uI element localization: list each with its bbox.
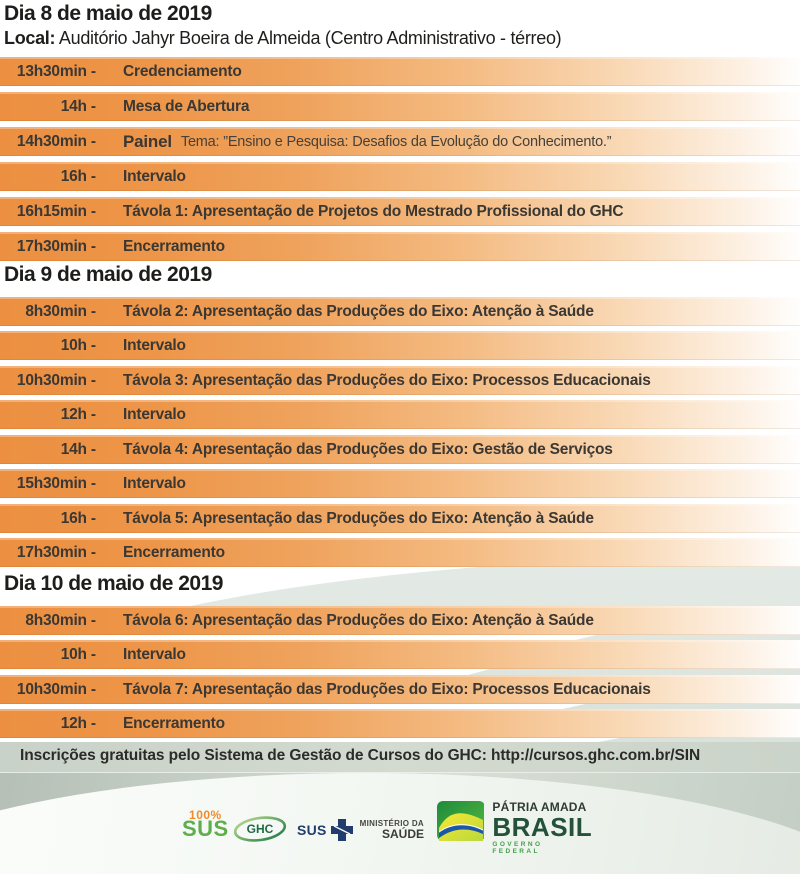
brasil-flag-icon xyxy=(437,801,485,841)
schedule-row: 12h - Encerramento xyxy=(0,709,800,738)
logo-100-sus: 100% SUS xyxy=(182,809,229,840)
row-time: 12h - xyxy=(60,405,100,423)
local-label: Local: xyxy=(4,28,56,48)
inscriptions-band xyxy=(0,742,800,773)
row-time: 10h30min - xyxy=(16,680,100,698)
schedule-row: 13h30min - Credenciamento xyxy=(0,57,800,86)
row-time: 17h30min - xyxy=(16,237,100,255)
schedule-row: 16h15min - Távola 1: Apresentação de Pro… xyxy=(0,197,800,226)
schedule-row: 12h - Intervalo xyxy=(0,400,800,429)
schedule-row: 8h30min - Távola 6: Apresentação das Pro… xyxy=(0,606,800,635)
row-gap-wedge xyxy=(0,738,620,742)
row-title: Mesa de Abertura xyxy=(123,97,250,115)
row-title: Encerramento xyxy=(123,237,225,255)
brasil-subline: GOVERNO FEDERAL xyxy=(492,841,543,855)
row-time: 8h30min - xyxy=(25,302,100,320)
logo-patria-amada-brasil: PÁTRIA AMADA BRASIL GOVERNO FEDERAL xyxy=(437,801,593,855)
brasil-name: BRASIL xyxy=(492,812,593,842)
schedule-row: 14h - Távola 4: Apresentação das Produçõ… xyxy=(0,435,800,464)
ministerio-line2: SAÚDE xyxy=(381,827,424,842)
row-gap-wedge xyxy=(0,635,597,640)
row-title: Encerramento xyxy=(123,543,225,561)
row-title: Távola 4: Apresentação das Produções do … xyxy=(123,440,613,458)
row-time: 13h30min - xyxy=(16,62,100,80)
day2-title: Dia 9 de maio de 2019 xyxy=(4,263,212,286)
schedule-row: 16h - Intervalo xyxy=(0,162,800,191)
local-line: Local: Auditório Jahyr Boeira de Almeida… xyxy=(4,28,562,49)
row-time: 10h - xyxy=(60,336,100,354)
row-time: 12h - xyxy=(60,714,100,732)
row-title: Intervalo xyxy=(123,336,186,354)
schedule-row: 17h30min - Encerramento xyxy=(0,538,800,567)
logo-100-sus-top-label: 100% xyxy=(189,808,222,822)
row-subtitle: Tema: ”Ensino e Pesquisa: Desafios da Ev… xyxy=(180,133,612,150)
ghc-ellipse-icon: GHC xyxy=(233,816,287,842)
schedule-row: 10h30min - Távola 7: Apresentação das Pr… xyxy=(0,675,800,704)
logo-sus-ministerio: SUS xyxy=(297,818,354,842)
day1-title: Dia 8 de maio de 2019 xyxy=(4,2,212,25)
row-gap-wedge xyxy=(0,704,585,709)
row-time: 17h30min - xyxy=(16,543,100,561)
row-title: Intervalo xyxy=(123,167,186,185)
row-time: 10h - xyxy=(60,645,100,663)
sus-label: SUS xyxy=(297,822,327,838)
row-title: Távola 2: Apresentação das Produções do … xyxy=(123,302,594,320)
logo-ghc: GHC xyxy=(233,815,287,848)
row-time: 16h - xyxy=(60,167,100,185)
row-title: Credenciamento xyxy=(123,62,242,80)
schedule-row: 16h - Távola 5: Apresentação das Produçõ… xyxy=(0,504,800,533)
row-time: 16h15min - xyxy=(16,202,100,220)
row-time: 14h - xyxy=(60,440,100,458)
inscriptions-text: Inscrições gratuitas pelo Sistema de Ges… xyxy=(20,747,701,764)
schedule-row: 10h - Intervalo xyxy=(0,640,800,669)
schedule-row: 10h - Intervalo xyxy=(0,331,800,360)
ghc-label: GHC xyxy=(247,822,274,836)
row-title: Távola 5: Apresentação das Produções do … xyxy=(123,509,594,527)
schedule-row: 14h30min - Painel Tema: ”Ensino e Pesqui… xyxy=(0,127,800,156)
row-title: Intervalo xyxy=(123,405,186,423)
row-time: 16h - xyxy=(60,509,100,527)
row-title: Távola 7: Apresentação das Produções do … xyxy=(123,680,651,698)
row-title: Encerramento xyxy=(123,714,225,732)
schedule-row: 15h30min - Intervalo xyxy=(0,469,800,498)
row-time: 8h30min - xyxy=(25,611,100,629)
row-time: 15h30min - xyxy=(16,474,100,492)
brasil-text-block: PÁTRIA AMADA BRASIL GOVERNO FEDERAL xyxy=(492,801,592,855)
schedule-row: 17h30min - Encerramento xyxy=(0,232,800,261)
row-title: Intervalo xyxy=(123,474,186,492)
brasil-tagline: PÁTRIA AMADA xyxy=(492,800,587,814)
schedule-row: 8h30min - Távola 2: Apresentação das Pro… xyxy=(0,297,800,326)
row-time: 14h - xyxy=(60,97,100,115)
row-title: Távola 1: Apresentação de Projetos do Me… xyxy=(123,202,624,220)
ministerio-line1: MINISTÉRIO DA xyxy=(359,819,424,828)
logo-ministerio-saude: MINISTÉRIO DA SAÚDE xyxy=(352,819,424,842)
logo-100-sus-main-label: SUS xyxy=(182,816,229,841)
row-title: Távola 6: Apresentação das Produções do … xyxy=(123,611,594,629)
schedule-row: 10h30min - Távola 3: Apresentação das Pr… xyxy=(0,366,800,395)
row-title: Távola 3: Apresentação das Produções do … xyxy=(123,371,651,389)
row-time: 10h30min - xyxy=(16,371,100,389)
local-text: Auditório Jahyr Boeira de Almeida (Centr… xyxy=(55,28,562,48)
row-title: Intervalo xyxy=(123,645,186,663)
day3-title: Dia 10 de maio de 2019 xyxy=(4,572,223,595)
row-time: 14h30min - xyxy=(16,132,100,150)
sus-cross-icon xyxy=(330,819,353,841)
row-title: Painel xyxy=(123,131,172,151)
row-gap-wedge xyxy=(0,669,490,675)
schedule-row: 14h - Mesa de Abertura xyxy=(0,92,800,121)
